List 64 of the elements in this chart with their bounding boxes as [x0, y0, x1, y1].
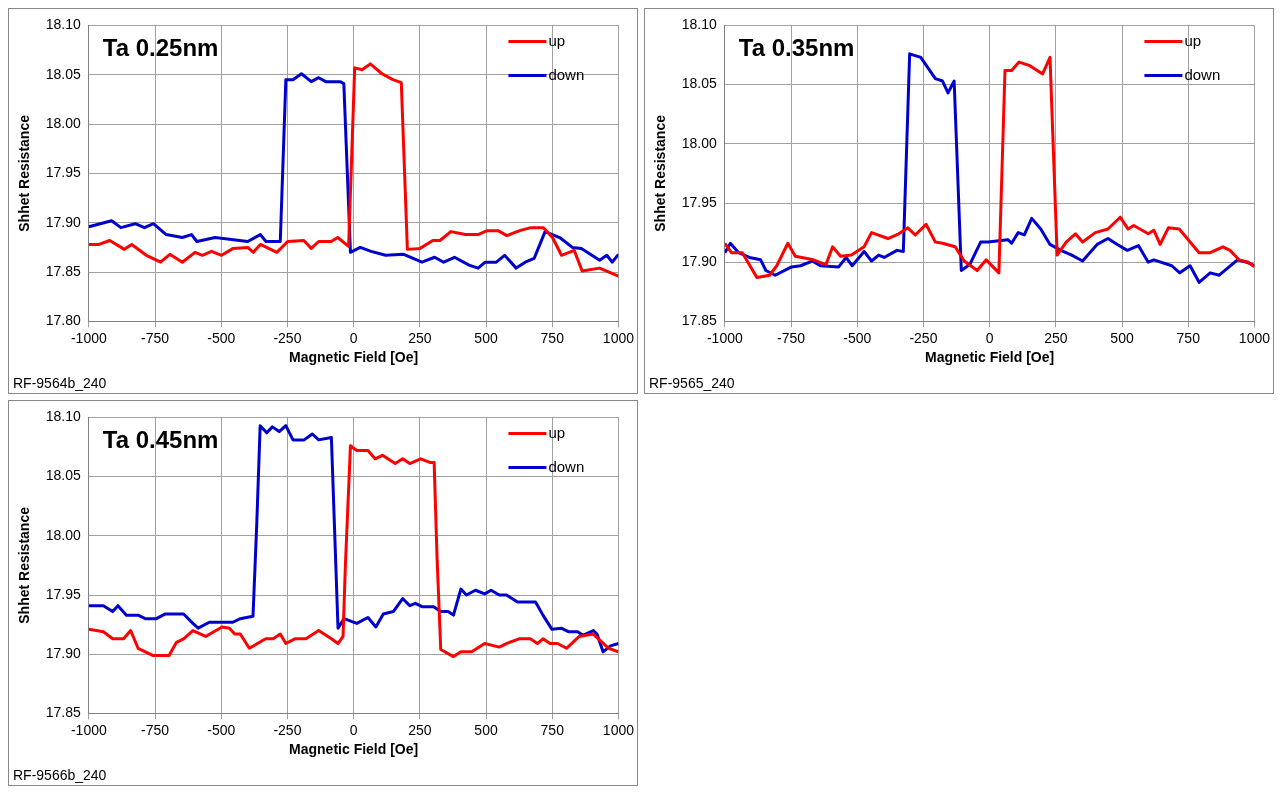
x-axis-title: Magnetic Field [Oe] [925, 349, 1055, 366]
y-tick-label: 17.90 [45, 213, 82, 230]
x-tick-label: -1000 [70, 721, 107, 738]
x-tick-label: -750 [777, 329, 806, 346]
y-tick-label: 17.90 [681, 253, 718, 270]
y-tick-label: 17.85 [681, 312, 718, 329]
x-tick-label: -500 [207, 329, 236, 346]
y-tick-label: 17.90 [45, 645, 82, 662]
x-tick-label: 0 [349, 721, 358, 738]
x-tick-label: 0 [349, 329, 358, 346]
x-tick-label: 0 [985, 329, 994, 346]
x-tick-label: 750 [540, 329, 565, 346]
chart-title: Ta 0.35nm [738, 34, 855, 62]
y-tick-label: 17.85 [45, 704, 82, 721]
x-axis-title: Magnetic Field [Oe] [289, 741, 419, 758]
x-axis-title: Magnetic Field [Oe] [289, 349, 419, 366]
y-tick-label: 17.85 [45, 262, 82, 279]
x-tick-label: 250 [408, 329, 432, 346]
y-tick-label: 18.00 [681, 134, 718, 151]
y-tick-label: 18.00 [45, 526, 82, 543]
chart-title: Ta 0.25nm [102, 34, 219, 62]
legend-label: down [1184, 65, 1221, 83]
x-tick-label: -250 [909, 329, 938, 346]
y-tick-label: 17.95 [45, 164, 82, 181]
legend-label: down [548, 457, 585, 475]
x-tick-label: -250 [273, 721, 302, 738]
x-tick-label: 250 [1044, 329, 1068, 346]
y-tick-label: 17.80 [45, 312, 82, 329]
legend-label: up [1184, 31, 1202, 49]
y-tick-label: 18.10 [45, 408, 82, 425]
x-tick-label: 1000 [602, 721, 635, 738]
text: RF-9566b_240 [13, 766, 107, 783]
y-axis-title: Shhet Resistance [16, 114, 33, 232]
y-tick-label: 18.10 [681, 16, 718, 33]
y-tick-label: 17.95 [45, 585, 82, 602]
text: RF-9564b_240 [13, 374, 107, 391]
y-tick-label: 17.95 [681, 193, 718, 210]
x-tick-label: -500 [843, 329, 872, 346]
y-axis-title: Shhet Resistance [652, 114, 669, 232]
legend-label: up [548, 423, 566, 441]
x-tick-label: -750 [141, 329, 170, 346]
legend-label: down [548, 65, 585, 83]
y-tick-label: 18.05 [681, 75, 718, 92]
x-tick-label: 500 [474, 721, 498, 738]
y-tick-label: 18.05 [45, 65, 82, 82]
legend-label: up [548, 31, 566, 49]
x-tick-label: 750 [540, 721, 565, 738]
x-tick-label: 1000 [602, 329, 635, 346]
y-axis-title: Shhet Resistance [16, 506, 33, 624]
text: RF-9565_240 [649, 374, 735, 391]
x-tick-label: -500 [207, 721, 236, 738]
x-tick-label: -1000 [706, 329, 743, 346]
x-tick-label: 1000 [1238, 329, 1271, 346]
x-tick-label: -750 [141, 721, 170, 738]
x-tick-label: -250 [273, 329, 302, 346]
y-tick-label: 18.05 [45, 467, 82, 484]
x-tick-label: -1000 [70, 329, 107, 346]
x-tick-label: 500 [1110, 329, 1134, 346]
chart-title: Ta 0.45nm [102, 426, 219, 454]
x-tick-label: 500 [474, 329, 498, 346]
x-tick-label: 750 [1176, 329, 1201, 346]
y-tick-label: 18.10 [45, 16, 82, 33]
x-tick-label: 250 [408, 721, 432, 738]
y-tick-label: 18.00 [45, 114, 82, 131]
